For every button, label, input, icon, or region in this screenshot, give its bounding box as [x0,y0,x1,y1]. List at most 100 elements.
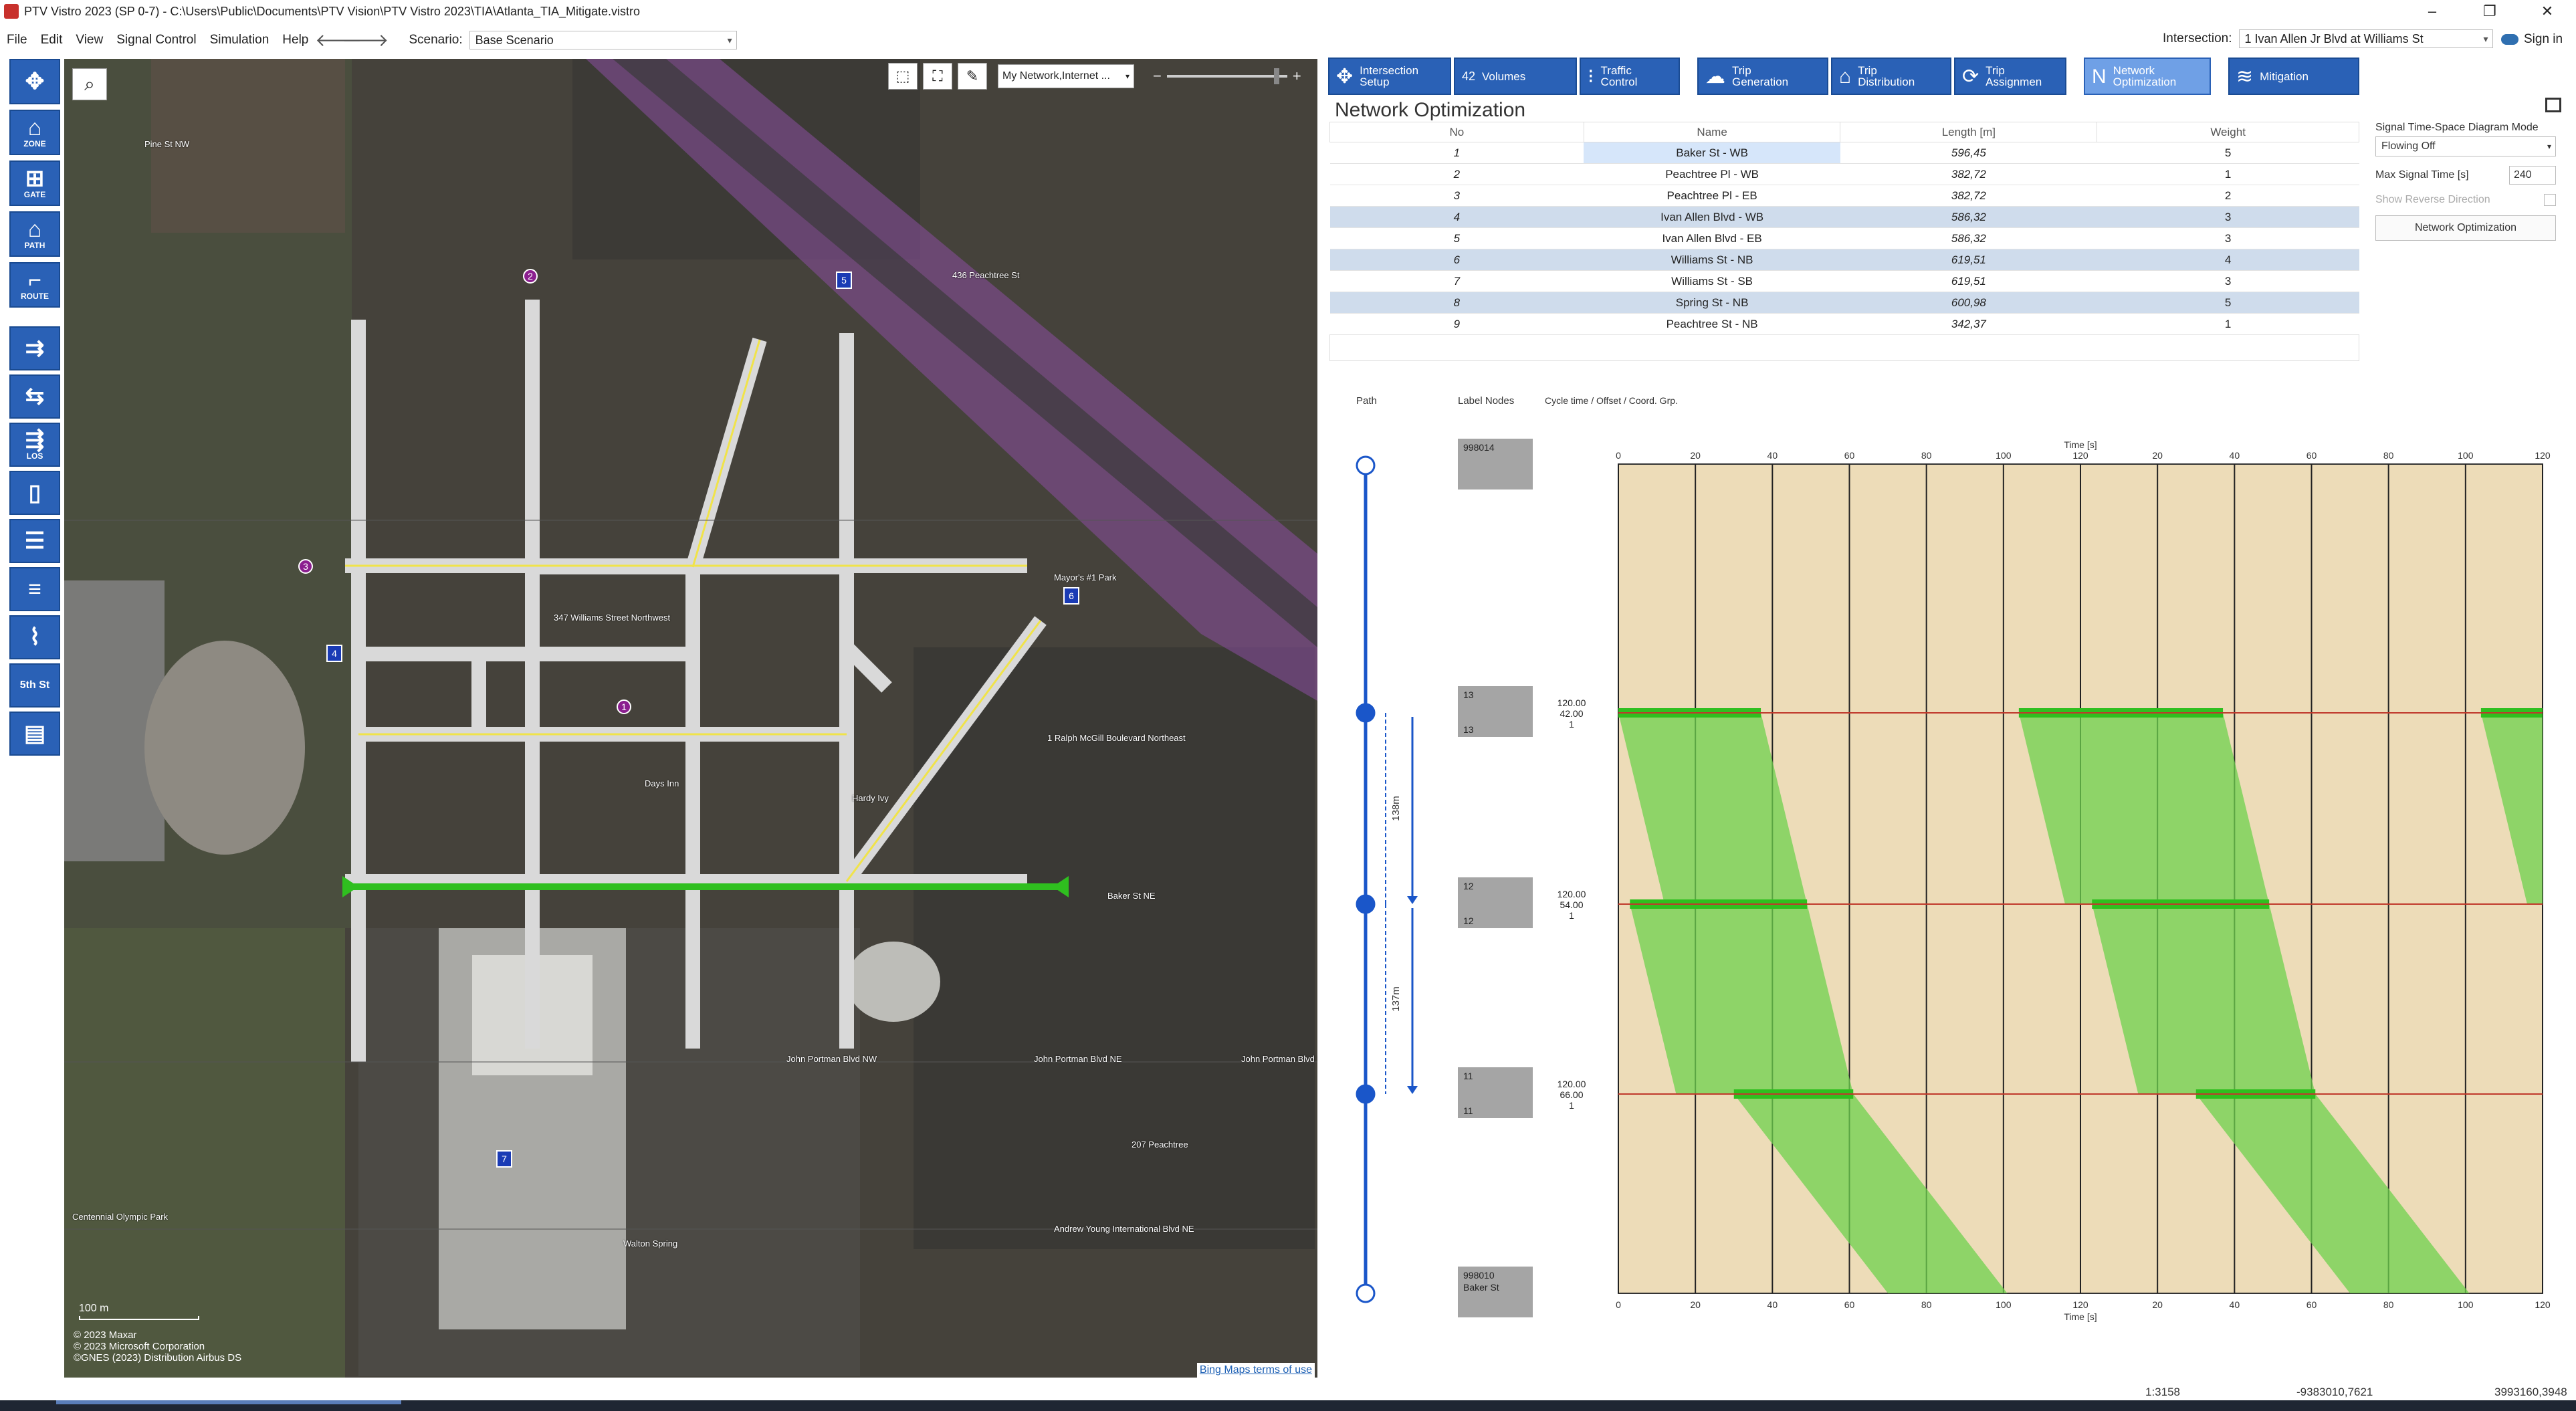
table-row[interactable]: 7 Williams St - SB 619,51 3 [1329,270,2359,292]
table-row[interactable]: 9 Peachtree St - NB 342,37 1 [1329,313,2359,335]
tsd-x-tick-top: 60 [2306,450,2317,461]
tool-detector-button[interactable]: ≡ [9,567,60,611]
measure-button[interactable]: ✎ [958,63,987,90]
back-arrow-icon[interactable]: 🡐 [315,29,362,50]
sign-in-link[interactable]: Sign in [2501,32,2563,47]
tool-gate-button[interactable]: ⊞ GATE [9,160,60,206]
taskbar-active-app[interactable] [56,1400,401,1404]
restore-button[interactable]: ❐ [2483,3,2496,19]
forward-arrow-icon[interactable]: 🡒 [342,29,389,50]
tool-intersection-button[interactable]: ✥ [9,59,60,104]
table-row[interactable]: 5 Ivan Allen Blvd - EB 586,32 3 [1329,227,2359,249]
zoom-slider-knob[interactable] [1273,68,1279,84]
turn-t-icon: ⇉ [25,336,45,361]
chevron-down-icon: ▾ [2483,33,2488,44]
tsd-x-title-top: Time [s] [2064,439,2097,450]
tab-trip-distribution[interactable]: ⌂ Trip Distribution [1831,58,1951,95]
map-layer-dropdown[interactable]: My Network,Internet ... ▾ [998,64,1134,88]
tsd-node-label: 998014 [1463,442,1495,453]
table-empty-area [1329,334,2359,361]
tab-trip-assignment[interactable]: ⟳ Trip Assignmen [1954,58,2066,95]
tool-lane-button[interactable]: ▯ [9,471,60,515]
tab-trip-generation[interactable]: ☁ Trip Generation [1697,58,1828,95]
select-icon: ⬚ [895,68,910,84]
tool-turn-t-button[interactable]: ⇉ [9,326,60,370]
network-optimization-button[interactable]: Network Optimization [2375,215,2556,241]
tool-route-button[interactable]: ⌐ ROUTE [9,262,60,308]
zone-marker[interactable]: 2 [523,269,538,284]
scenario-dropdown[interactable]: Base Scenario ▾ [469,31,737,49]
menu-file[interactable]: File [7,33,27,47]
table-row[interactable]: 3 Peachtree Pl - EB 382,72 2 [1329,185,2359,207]
table-row[interactable]: 2 Peachtree Pl - WB 382,72 1 [1329,163,2359,185]
tsd-node-cycle: 120.00 [1558,889,1586,899]
tool-turn-v-button[interactable]: ⇆ [9,374,60,419]
column-header-length[interactable]: Length [m] [1840,122,2098,142]
zoom-out-icon[interactable]: − [1153,68,1162,84]
tsd-x-tick-bottom: 80 [1921,1299,1932,1310]
gate-marker[interactable]: 5 [836,272,852,289]
map-label-ralph-mcgill: 1 Ralph McGill Boulevard Northeast [1047,733,1186,743]
tsd-x-tick-bottom: 20 [1690,1299,1701,1310]
zone-marker[interactable]: 3 [298,559,313,574]
gate-marker[interactable]: 4 [326,645,342,662]
gate-marker[interactable]: 6 [1063,587,1079,605]
tab-mitigation[interactable]: ≋ Mitigation [2228,58,2359,95]
intersection-dropdown[interactable]: 1 Ivan Allen Jr Blvd at Williams St ▾ [2238,29,2493,48]
tool-los-button[interactable]: ⇶ LOS [9,423,60,467]
map-label-days-inn: Days Inn [645,778,679,788]
tab-intersection-setup[interactable]: ✥ Intersection Setup [1328,58,1451,95]
title-bar: PTV Vistro 2023 (SP 0-7) - C:\Users\Publ… [0,0,2576,23]
volumes-icon: 42 [1462,69,1476,83]
tool-curve-button[interactable]: ⌇ [9,615,60,659]
tool-lane-grid-button[interactable]: ☰ [9,519,60,563]
zone-icon: ⌂ [27,115,42,140]
tsd-node-cycle: 120.00 [1558,697,1586,708]
tsd-node-box [1458,877,1533,928]
max-signal-time-input[interactable]: 240 [2509,166,2556,185]
column-header-weight[interactable]: Weight [2097,122,2359,142]
network-map[interactable]: ⌕ ⬚ ⛶ ✎ My Network,Internet ... ▾ − + Pin… [64,59,1317,1378]
select-tool-button[interactable]: ⬚ [888,63,918,90]
popout-icon[interactable] [2545,98,2561,112]
zoom-slider[interactable] [1166,68,1287,84]
menu-signal-control[interactable]: Signal Control [116,33,197,47]
tool-street-name-button[interactable]: 5th St [9,663,60,708]
zoom-in-icon[interactable]: + [1292,68,1301,84]
tool-report-button[interactable]: ▤ [9,712,60,756]
trip-distribution-icon: ⌂ [1839,65,1852,88]
tsd-node-label-2: 11 [1463,1105,1473,1116]
tsd-green-band [2480,713,2543,904]
table-row[interactable]: 1 Baker St - WB 596,45 5 [1329,142,2359,164]
tsd-path-node [1356,1283,1376,1303]
fit-view-icon: ⛶ [932,68,943,84]
table-row[interactable]: 8 Spring St - NB 600,98 5 [1329,292,2359,314]
tab-traffic-control[interactable]: ⁝ Traffic Control [1580,58,1680,95]
tsd-mode-dropdown[interactable]: Flowing Off ▾ [2375,136,2556,156]
show-reverse-checkbox[interactable] [2544,194,2556,206]
table-row[interactable]: 6 Williams St - NB 619,51 4 [1329,249,2359,271]
gate-marker[interactable]: 7 [496,1150,512,1168]
bing-terms-link[interactable]: Bing Maps terms of use [1196,1363,1315,1378]
menu-edit[interactable]: Edit [40,33,63,47]
menu-simulation[interactable]: Simulation [209,33,270,47]
column-header-name[interactable]: Name [1583,122,1841,142]
tsd-x-tick-bottom: 0 [1616,1299,1621,1310]
map-search-button[interactable]: ⌕ [72,68,107,100]
tab-volumes[interactable]: 42 Volumes [1454,58,1577,95]
menu-help[interactable]: Help [282,33,309,47]
tab-network-optimization[interactable]: N Network Optimization [2084,58,2211,95]
column-header-no[interactable]: No [1329,122,1584,142]
tsd-path-node [1356,703,1376,723]
menu-view[interactable]: View [76,33,104,47]
tool-path-button[interactable]: ⌂ PATH [9,211,60,257]
tool-zone-button[interactable]: ⌂ ZONE [9,110,60,155]
map-label-portman-1: John Portman Blvd NW [786,1054,877,1064]
table-row[interactable]: 4 Ivan Allen Blvd - WB 586,32 3 [1329,206,2359,228]
scenario-value: Base Scenario [475,33,554,47]
zone-marker[interactable]: 1 [617,699,631,714]
los-icon: ⇶ [25,427,45,453]
close-button[interactable]: ✕ [2541,3,2554,19]
fit-view-button[interactable]: ⛶ [923,63,952,90]
minimize-button[interactable]: – [2428,3,2437,19]
